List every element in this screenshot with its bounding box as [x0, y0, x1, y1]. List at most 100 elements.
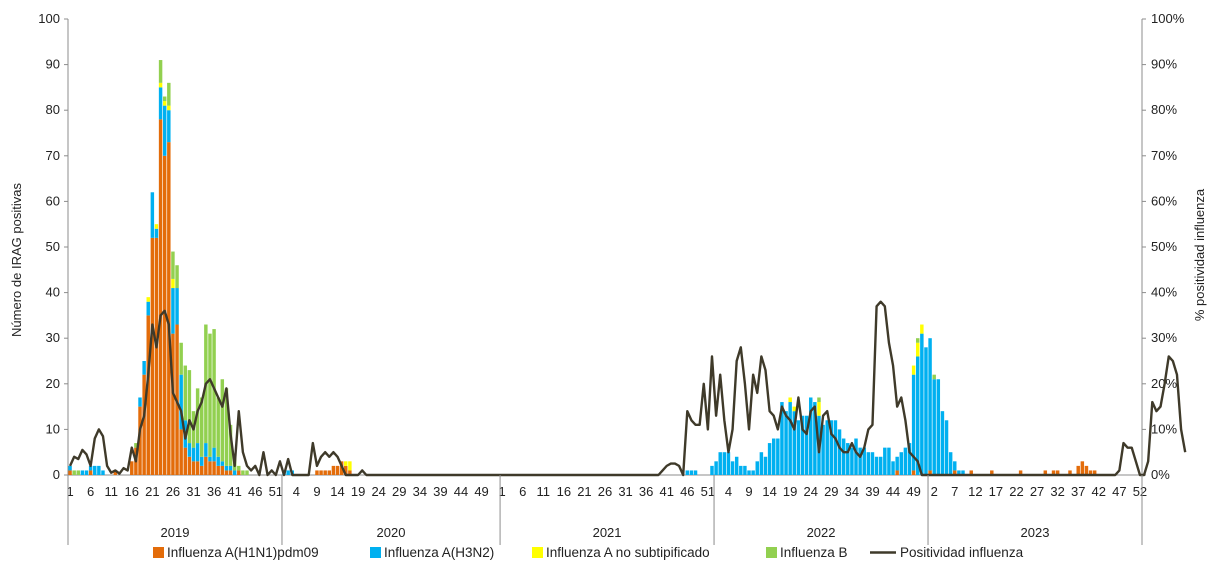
- bar-segment: [88, 470, 93, 475]
- x-tick-label: 27: [1030, 484, 1044, 499]
- bar-segment: [113, 470, 118, 475]
- bar-segment: [689, 470, 694, 475]
- x-tick-label: 6: [519, 484, 526, 499]
- bar-segment: [796, 420, 801, 475]
- bar-segment: [932, 379, 936, 475]
- y2-axis-label: % positividad influenza: [1192, 188, 1207, 321]
- bar-segment: [179, 429, 183, 475]
- x-tick-label: 26: [598, 484, 612, 499]
- bar-segment: [776, 438, 780, 475]
- bar-segment: [940, 411, 945, 475]
- bar-segment: [953, 461, 957, 471]
- bar-segment: [878, 456, 883, 475]
- bar-segment: [327, 470, 332, 475]
- bar-segment: [784, 411, 788, 475]
- bar-segment: [88, 465, 93, 471]
- x-tick-label: 26: [166, 484, 180, 499]
- x-tick-label: 31: [186, 484, 200, 499]
- y2-tick-label: 70%: [1151, 148, 1177, 163]
- bar-segment: [84, 470, 89, 475]
- x-tick-label: 11: [104, 484, 118, 499]
- y-tick-label: 10: [46, 421, 60, 436]
- bar-segment: [319, 470, 323, 475]
- bar-segment: [237, 470, 241, 475]
- bar-segment: [895, 456, 899, 471]
- bar-segment: [841, 438, 846, 475]
- bar-segment: [928, 470, 932, 475]
- bar-segment: [150, 237, 155, 475]
- y2-tick-label: 50%: [1151, 239, 1177, 254]
- y2-tick-label: 10%: [1151, 421, 1177, 436]
- y-tick-label: 80: [46, 102, 60, 117]
- bar-segment: [187, 456, 192, 475]
- bar-segment: [179, 342, 183, 375]
- bar-segment: [335, 465, 340, 475]
- x-tick-label: 21: [145, 484, 159, 499]
- bar-segment: [1076, 465, 1080, 475]
- legend-label: Positividad influenza: [900, 545, 1024, 560]
- bar-segment: [1084, 465, 1089, 475]
- bar-segment: [743, 465, 747, 475]
- bar-segment: [286, 470, 290, 475]
- year-label: 2021: [593, 525, 622, 540]
- bar-segment: [187, 370, 192, 444]
- x-tick-label: 29: [392, 484, 406, 499]
- x-tick-label: 49: [906, 484, 920, 499]
- bar-segment: [171, 333, 175, 475]
- y-axis-label: Número de IRAG positivas: [9, 183, 24, 337]
- bar-segment: [1088, 470, 1093, 475]
- bar-segment: [936, 379, 941, 475]
- bar-segment: [162, 101, 167, 106]
- x-tick-label: 46: [248, 484, 262, 499]
- bar-segment: [224, 470, 229, 475]
- x-tick-label: 49: [474, 484, 488, 499]
- bar-segment: [726, 452, 731, 475]
- y2-tick-label: 80%: [1151, 102, 1177, 117]
- x-tick-label: 4: [725, 484, 732, 499]
- x-tick-label: 36: [207, 484, 221, 499]
- x-tick-label: 41: [227, 484, 241, 499]
- x-tick-label: 34: [413, 484, 427, 499]
- bar-segment: [771, 438, 776, 475]
- bar-segment: [759, 452, 764, 475]
- bar-segment: [821, 424, 825, 475]
- legend-label: Influenza B: [780, 545, 848, 560]
- x-tick-label: 31: [618, 484, 632, 499]
- bar-segment: [916, 342, 920, 357]
- bar-segment: [175, 265, 179, 289]
- bar-segment: [220, 465, 225, 475]
- bar-segment: [718, 452, 722, 475]
- x-tick-label: 44: [886, 484, 900, 499]
- bar-segment: [804, 415, 809, 475]
- x-tick-label: 32: [1050, 484, 1064, 499]
- bar-segment: [763, 456, 768, 475]
- bar-segment: [195, 443, 200, 462]
- legend-label: Influenza A(H1N1)pdm09: [167, 545, 319, 560]
- x-tick-label: 16: [557, 484, 571, 499]
- bar-segment: [755, 461, 759, 475]
- y-tick-label: 50: [46, 239, 60, 254]
- bar-segment: [224, 465, 229, 471]
- bar-segment: [142, 361, 146, 375]
- bar-segment: [730, 461, 735, 475]
- bar-segment: [134, 443, 138, 448]
- x-tick-label: 22: [1009, 484, 1023, 499]
- bar-segment: [1092, 470, 1097, 475]
- bar-segment: [150, 192, 155, 238]
- bar-segment: [911, 365, 916, 375]
- bar-segment: [228, 465, 233, 471]
- bar-segment: [883, 447, 887, 475]
- bar-segment: [162, 155, 167, 476]
- bar-segment: [200, 465, 204, 475]
- bar-segment: [1080, 461, 1085, 475]
- bar-segment: [237, 465, 241, 471]
- bar-segment: [751, 470, 755, 475]
- x-tick-label: 44: [454, 484, 468, 499]
- bar-segment: [171, 251, 175, 279]
- bar-segment: [734, 456, 739, 475]
- bar-segment: [208, 456, 212, 462]
- bar-segment: [68, 465, 72, 471]
- bar-segment: [208, 333, 212, 457]
- x-tick-label: 46: [680, 484, 694, 499]
